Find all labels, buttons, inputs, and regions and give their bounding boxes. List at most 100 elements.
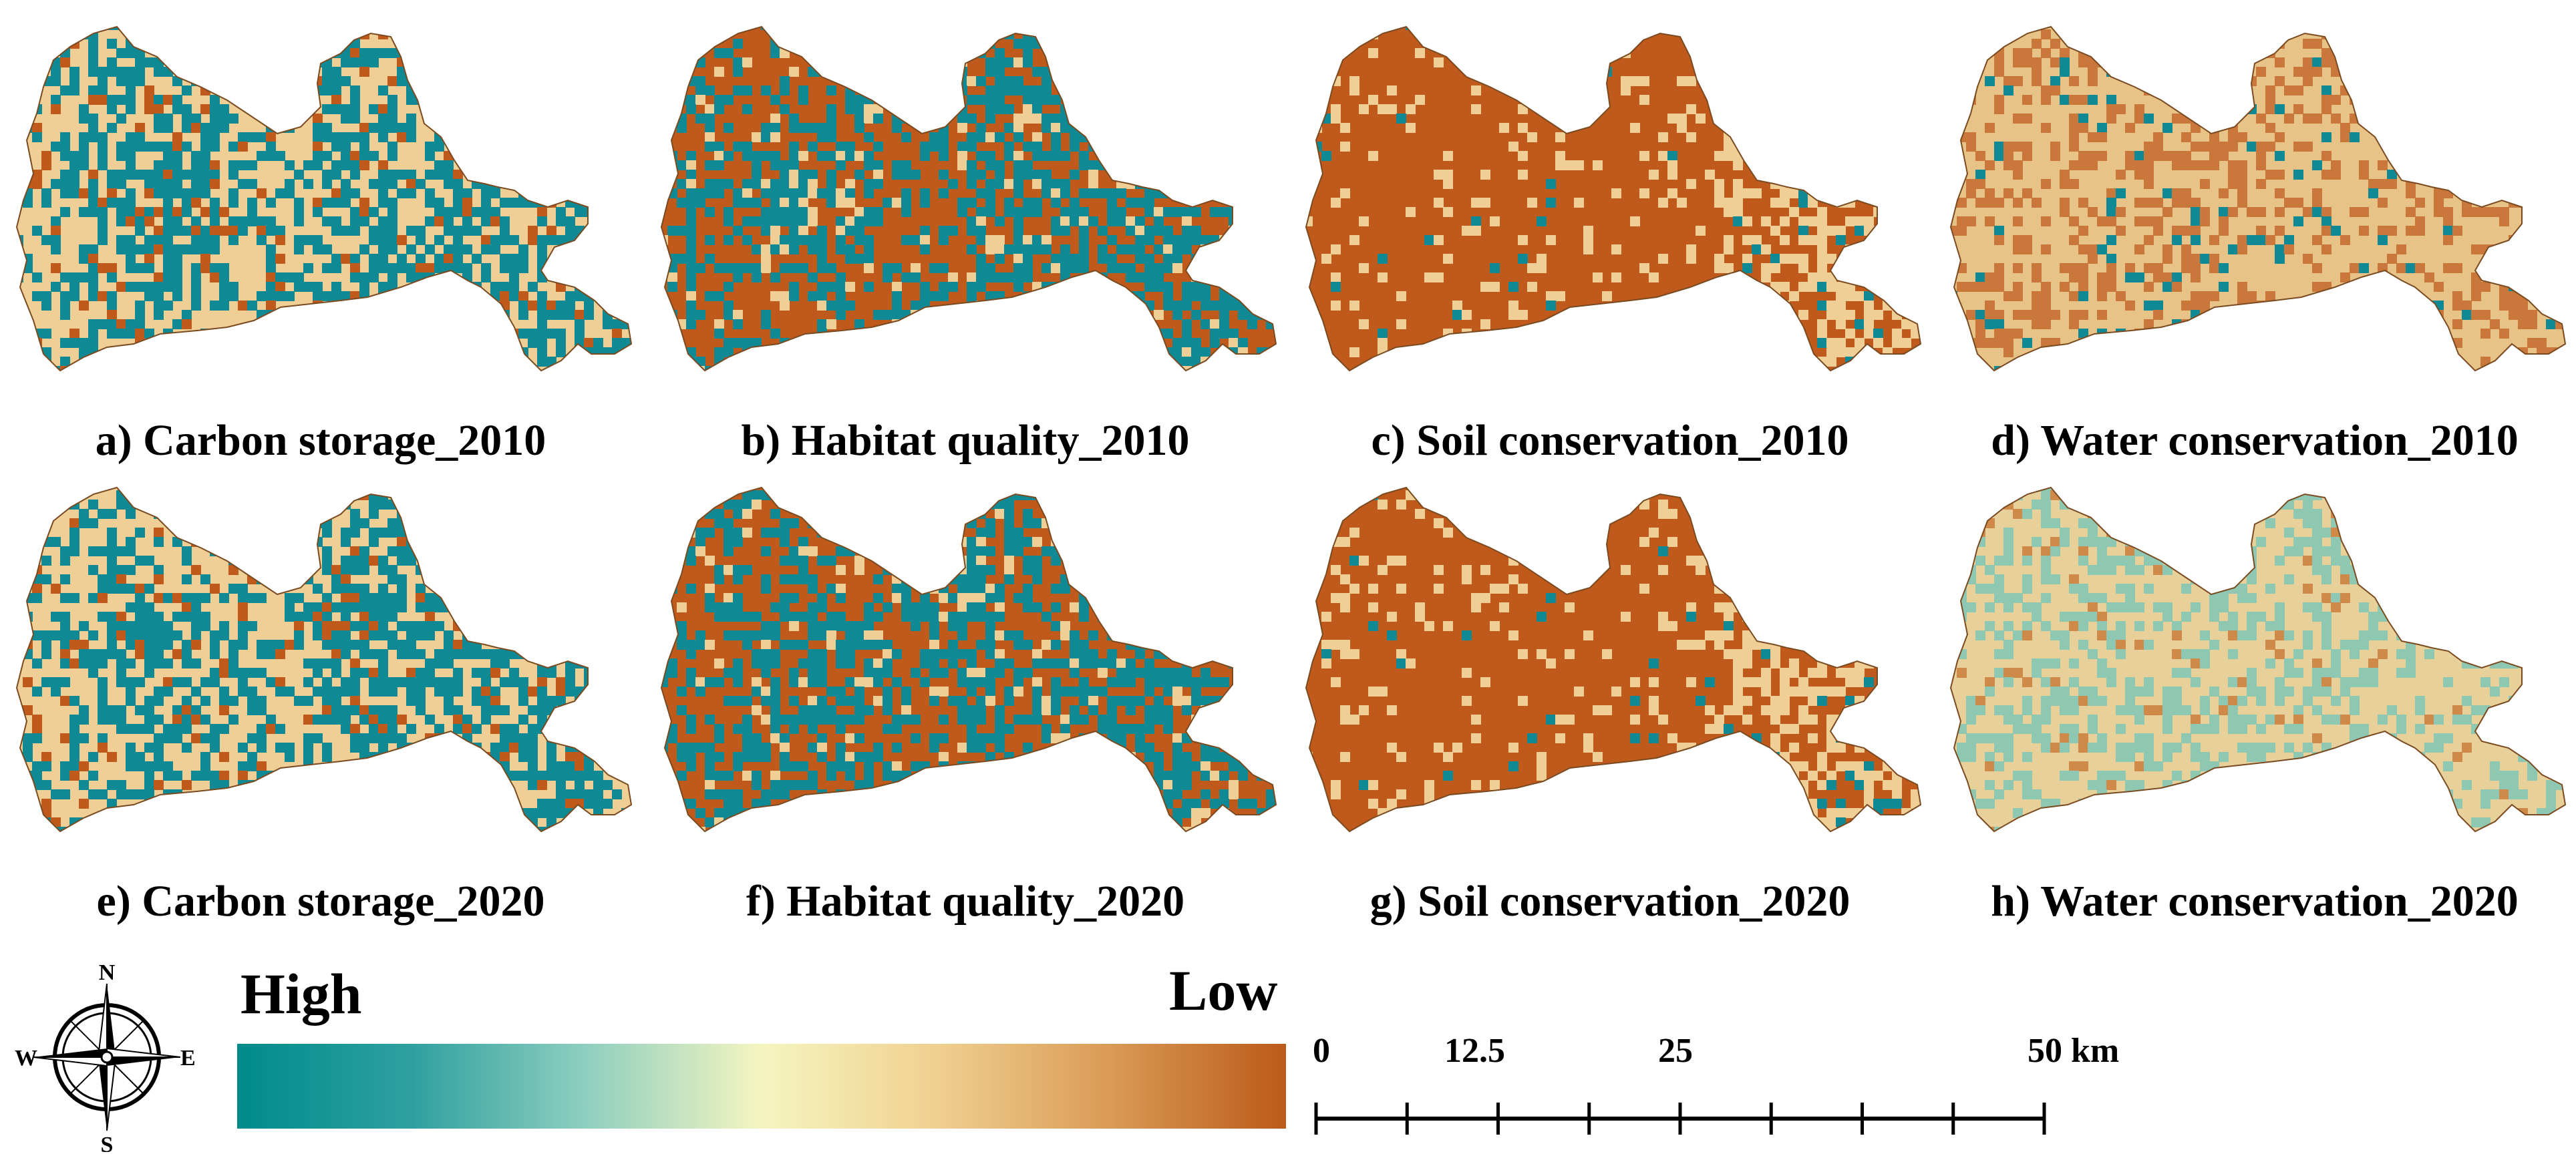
map-cell xyxy=(387,574,397,584)
map-cell xyxy=(1951,188,1957,198)
map-cell xyxy=(2125,263,2135,273)
map-cell xyxy=(612,235,622,245)
map-cell xyxy=(1041,85,1052,95)
map-cell xyxy=(1733,188,1743,198)
map-cell xyxy=(2462,48,2472,58)
map-cell xyxy=(200,104,210,114)
map-cell xyxy=(154,170,164,180)
map-cell xyxy=(425,114,435,124)
map-cell xyxy=(1508,301,1518,311)
map-cell xyxy=(247,160,257,170)
map-cell xyxy=(1471,216,1481,226)
map-cell xyxy=(126,151,136,161)
map-cell xyxy=(247,537,257,547)
map-cell xyxy=(1985,198,1995,208)
map-cell xyxy=(1079,254,1089,264)
map-cell xyxy=(2340,57,2350,67)
map-cell xyxy=(172,244,182,254)
map-cell xyxy=(2144,235,2154,245)
map-cell xyxy=(378,584,388,594)
map-cell xyxy=(107,263,117,273)
map-cell xyxy=(2106,198,2116,208)
map-cell xyxy=(490,602,500,612)
map-cell xyxy=(387,142,397,152)
map-cell xyxy=(1499,357,1509,367)
map-cell xyxy=(434,347,444,357)
map-cell xyxy=(2032,263,2042,273)
map-cell xyxy=(472,142,482,152)
map-cell xyxy=(1079,357,1089,367)
map-cell xyxy=(1443,254,1453,264)
map-cell xyxy=(1144,282,1154,292)
map-cell xyxy=(2237,244,2247,254)
map-cell xyxy=(2275,244,2285,254)
map-cell xyxy=(1808,114,1818,124)
map-cell xyxy=(88,132,98,142)
map-cell xyxy=(313,621,323,631)
map-cell xyxy=(1041,151,1052,161)
map-cell xyxy=(546,509,556,519)
map-cell xyxy=(1985,27,1995,30)
map-cell xyxy=(537,76,547,86)
map-cell xyxy=(854,235,864,245)
map-cell xyxy=(98,142,108,152)
map-cell xyxy=(406,114,416,124)
map-cell xyxy=(1808,216,1818,226)
map-cell xyxy=(126,170,136,180)
map-cell xyxy=(1172,254,1182,264)
map-cell xyxy=(126,329,136,339)
map-cell xyxy=(1378,338,1388,348)
map-cell xyxy=(1873,179,1883,189)
map-cell xyxy=(116,151,126,161)
map-cell xyxy=(2434,282,2444,292)
map-cell xyxy=(1238,170,1248,180)
map-cell xyxy=(612,329,622,339)
map-cell xyxy=(948,67,958,77)
map-cell xyxy=(1836,319,1846,329)
map-cell xyxy=(1116,347,1126,357)
map-cell xyxy=(1182,235,1192,245)
map-cell xyxy=(341,142,351,152)
map-cell xyxy=(1257,95,1267,105)
map-cell xyxy=(2181,160,2191,170)
map-cell xyxy=(1883,347,1893,357)
map-cell xyxy=(228,170,238,180)
map-cell xyxy=(107,612,117,622)
map-cell xyxy=(1826,338,1836,348)
map-cell xyxy=(1994,282,2004,292)
map-cell xyxy=(518,537,528,547)
map-cell xyxy=(17,347,23,357)
map-cell xyxy=(1705,170,1715,180)
map-cell xyxy=(1826,310,1836,320)
map-cell xyxy=(350,319,360,329)
map-cell xyxy=(2237,29,2247,39)
map-cell xyxy=(733,57,743,67)
map-cell xyxy=(1892,67,1902,77)
map-cell xyxy=(285,39,295,49)
map-cell xyxy=(985,160,995,170)
map-cell xyxy=(714,263,724,273)
map-cell xyxy=(575,319,585,329)
map-cell xyxy=(172,630,182,640)
map-cell xyxy=(1070,329,1080,339)
map-cell xyxy=(2106,235,2116,245)
map-cell xyxy=(631,490,635,500)
map-cell xyxy=(1098,254,1108,264)
map-cell xyxy=(509,602,519,612)
map-cell xyxy=(1574,160,1584,170)
map-cell xyxy=(509,621,519,631)
map-cell xyxy=(2078,329,2088,339)
map-cell xyxy=(313,509,323,519)
map-cell xyxy=(518,612,528,622)
map-cell xyxy=(2471,29,2481,39)
map-cell xyxy=(1994,263,2004,273)
map-cell xyxy=(1798,226,1808,236)
map-cell xyxy=(995,104,1005,114)
map-cell xyxy=(1985,160,1995,170)
map-cell xyxy=(107,329,117,339)
map-cell xyxy=(1742,67,1752,77)
map-cell xyxy=(462,104,472,114)
map-cell xyxy=(1144,235,1154,245)
map-cell xyxy=(2200,254,2210,264)
map-cell xyxy=(1826,160,1836,170)
